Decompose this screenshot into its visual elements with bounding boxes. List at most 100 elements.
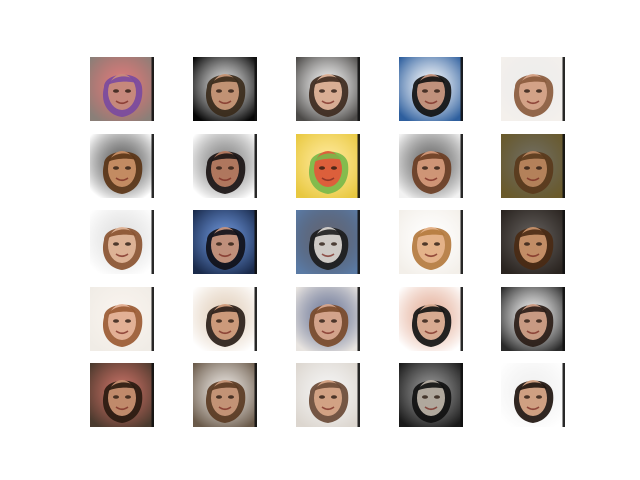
eye-right [434,242,440,246]
eye-left [216,319,222,323]
face-shape [108,380,136,416]
eye-right [228,242,234,246]
face-tile-r4c5 [501,287,565,351]
eye-left [216,166,222,170]
right-edge-artifact [357,57,360,121]
bangs-shape [108,229,136,238]
mouth [321,253,335,258]
face-shape [417,74,445,110]
face-tile-r3c5 [501,210,565,274]
eye-left [319,242,325,246]
eye-left [319,89,325,93]
mouth [321,330,335,335]
face-thumbnail [399,363,463,427]
face-tile-r5c4 [399,363,463,427]
eye-right [331,319,337,323]
eye-right [125,319,131,323]
right-edge-artifact [357,134,360,198]
face-thumbnail [399,287,463,351]
bangs-shape [314,153,342,162]
eye-left [524,166,530,170]
eye-left [216,89,222,93]
mouth [321,177,335,182]
bangs-shape [417,306,445,315]
face-tile-r4c3 [296,287,360,351]
face-shape [211,151,239,187]
bangs-shape [108,306,136,315]
bangs-shape [417,76,445,85]
face-thumbnail [501,287,565,351]
mouth [526,100,540,105]
right-edge-artifact [357,363,360,427]
mouth [526,177,540,182]
mouth [218,253,232,258]
right-edge-artifact [562,57,565,121]
face-thumbnail [90,210,154,274]
mouth [115,406,129,411]
eye-right [331,242,337,246]
face-thumbnail [296,287,360,351]
eye-right [536,319,542,323]
face-tile-r3c1 [90,210,154,274]
eye-left [216,242,222,246]
mouth [424,177,438,182]
face-tile-r2c5 [501,134,565,198]
face-shape [211,304,239,340]
right-edge-artifact [562,134,565,198]
face-tile-r3c4 [399,210,463,274]
bangs-shape [108,382,136,391]
face-tile-r2c1 [90,134,154,198]
eye-left [524,319,530,323]
eye-left [422,319,428,323]
eye-left [422,242,428,246]
mouth [115,330,129,335]
right-edge-artifact [562,287,565,351]
face-shape [314,74,342,110]
face-shape [519,74,547,110]
face-shape [314,304,342,340]
eye-right [434,89,440,93]
eye-right [536,166,542,170]
face-thumbnail [90,287,154,351]
face-tile-r1c1 [90,57,154,121]
eye-left [422,89,428,93]
right-edge-artifact [151,57,154,121]
right-edge-artifact [254,287,257,351]
face-tile-r5c5 [501,363,565,427]
face-tile-r5c3 [296,363,360,427]
face-thumbnail [296,363,360,427]
mouth [424,406,438,411]
eye-right [331,395,337,399]
eye-left [113,89,119,93]
face-tile-r4c1 [90,287,154,351]
bangs-shape [314,382,342,391]
eye-left [524,242,530,246]
bangs-shape [211,229,239,238]
face-tile-r1c3 [296,57,360,121]
right-edge-artifact [460,363,463,427]
bangs-shape [108,76,136,85]
mouth [321,100,335,105]
bangs-shape [211,382,239,391]
face-shape [314,380,342,416]
bangs-shape [417,382,445,391]
face-thumbnail [193,287,257,351]
eye-left [319,166,325,170]
mouth [218,406,232,411]
mouth [526,406,540,411]
face-shape [108,74,136,110]
face-tile-r5c2 [193,363,257,427]
face-shape [417,304,445,340]
face-thumbnail [193,363,257,427]
face-thumbnail [193,210,257,274]
mouth [218,177,232,182]
face-thumbnail [501,134,565,198]
mouth [424,253,438,258]
face-thumbnail [90,134,154,198]
eye-left [113,166,119,170]
bangs-shape [211,76,239,85]
right-edge-artifact [460,287,463,351]
face-thumbnail [90,57,154,121]
face-shape [108,227,136,263]
face-thumbnail [193,57,257,121]
